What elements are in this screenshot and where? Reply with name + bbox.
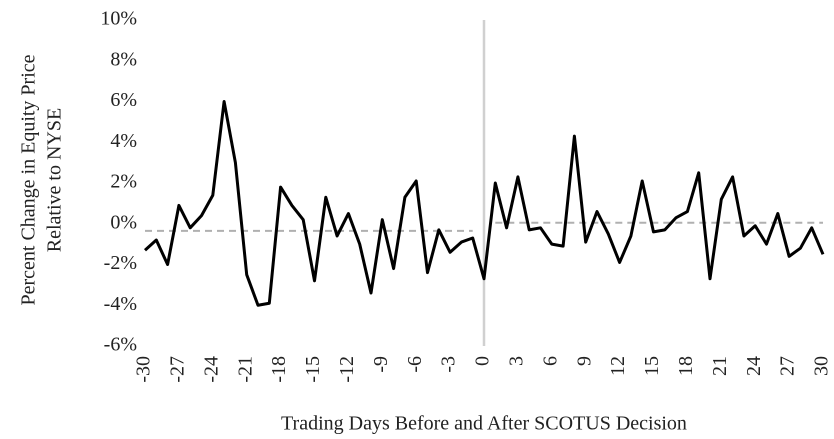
x-tick-label: 27 [777, 356, 799, 376]
x-tick-label: 3 [505, 356, 527, 366]
x-tick-label: -6 [404, 356, 426, 373]
x-tick-label: -24 [200, 356, 222, 383]
y-tick-label: 0% [110, 211, 137, 233]
x-tick-label: -18 [268, 356, 290, 383]
x-tick-label: -30 [133, 356, 155, 383]
x-tick-label: 9 [573, 356, 595, 366]
x-tick-label: -9 [370, 356, 392, 373]
y-tick-label: 4% [110, 130, 137, 152]
x-tick-label: -15 [302, 356, 324, 383]
y-tick-label: -4% [104, 293, 137, 315]
x-tick-label: -3 [438, 356, 460, 373]
y-tick-label: -6% [104, 334, 137, 356]
x-tick-label: 18 [675, 356, 697, 376]
x-tick-label: 24 [743, 356, 765, 376]
data-line [143, 100, 825, 307]
y-tick-label: 2% [110, 171, 137, 193]
x-tick-label: -12 [336, 356, 358, 383]
x-tick-label: 21 [709, 356, 731, 376]
x-axis-label: Trading Days Before and After SCOTUS Dec… [281, 413, 687, 435]
y-axis-label: Relative to NYSE [44, 108, 66, 252]
y-tick-label: 8% [110, 48, 137, 70]
y-tick-label: 6% [110, 89, 137, 111]
y-tick-label: -2% [104, 252, 137, 274]
x-tick-label: -21 [234, 356, 256, 383]
y-axis-label: Percent Change in Equity Price [18, 54, 40, 305]
x-tick-label: -27 [166, 356, 188, 383]
x-tick-label: 6 [539, 356, 561, 366]
x-tick-label: 12 [607, 356, 629, 376]
x-tick-label: 15 [641, 356, 663, 376]
y-tick-label: 10% [100, 8, 137, 30]
x-tick-label: 0 [472, 356, 494, 366]
x-tick-label: 30 [811, 356, 833, 376]
